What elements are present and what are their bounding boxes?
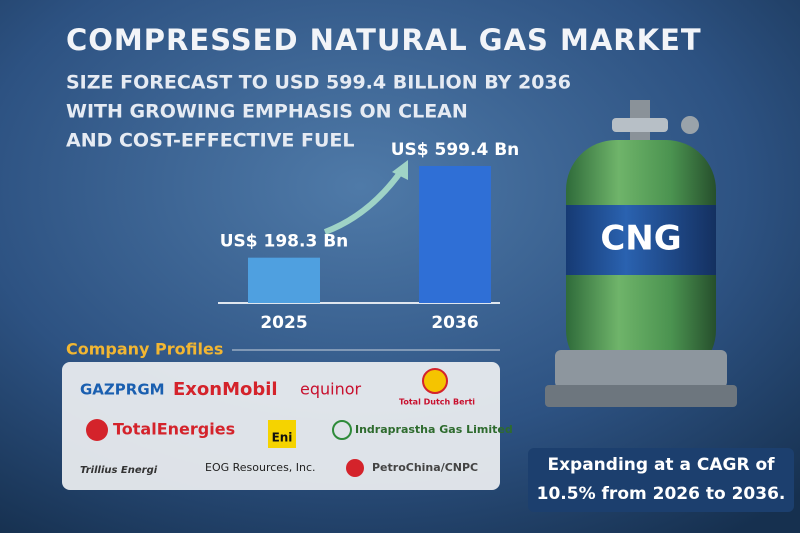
company-logo: PetroChina/CNPC [372, 461, 478, 474]
subtitle: AND COST-EFFECTIVE FUEL [66, 130, 355, 152]
x-tick-label: 2025 [260, 313, 307, 333]
callout-text: Expanding at a CAGR of [547, 455, 775, 475]
company-logo: GAZPRGM [80, 381, 165, 399]
company-logo: ExonMobil [173, 379, 278, 400]
company-logo: equinor [300, 380, 362, 399]
subtitle: SIZE FORECAST TO USD 599.4 BILLION BY 20… [66, 72, 571, 94]
tank-label: CNG [600, 219, 681, 259]
value-label: US$ 198.3 Bn [220, 232, 349, 252]
value-label: US$ 599.4 Bn [391, 140, 520, 160]
bar-chart: US$ 198.3 Bn 2025 US$ 599.4 Bn 2036 [220, 140, 520, 333]
title: COMPRESSED NATURAL GAS MARKET [66, 23, 702, 57]
callout-box [528, 448, 794, 512]
callout-text: 10.5% from 2026 to 2036. [537, 484, 786, 504]
x-tick-label: 2036 [431, 313, 478, 333]
company-logo: Trillius Energi [80, 465, 158, 476]
growth-arrow [323, 168, 405, 235]
bar [248, 257, 320, 303]
cng-tank: CNG [545, 100, 737, 407]
bar [419, 166, 491, 303]
company-logo: EOG Resources, Inc. [205, 461, 316, 474]
arrow-head [392, 160, 408, 180]
section-title: Company Profiles [66, 340, 223, 359]
company-logo: Eni [272, 431, 293, 445]
company-logo: Indraprastha Gas Limited [355, 423, 513, 436]
company-logo: TotalEnergies [113, 420, 235, 439]
company-logo: Total Dutch Berti [399, 398, 475, 407]
subtitle: WITH GROWING EMPHASIS ON CLEAN [66, 101, 468, 123]
